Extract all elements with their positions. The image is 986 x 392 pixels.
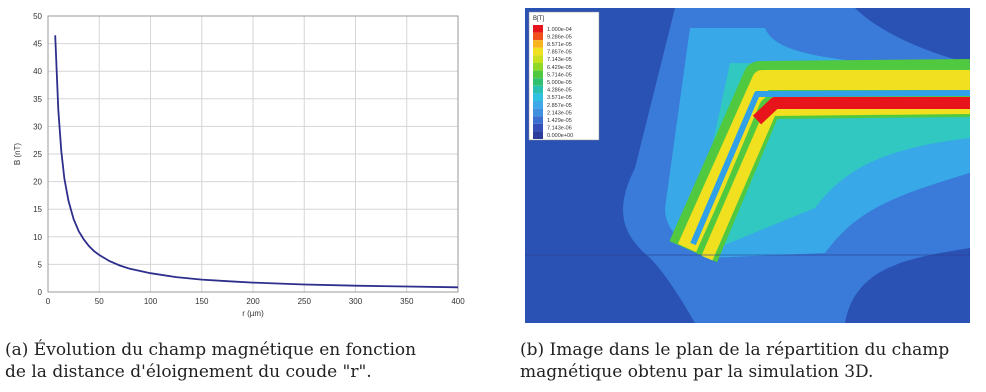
legend-swatch: [533, 123, 543, 132]
y-tick-label: 50: [33, 12, 42, 21]
y-tick-label: 45: [33, 40, 42, 49]
legend-swatch: [533, 55, 543, 63]
legend-swatch: [533, 85, 543, 94]
legend-value: 4.286e-05: [547, 88, 572, 94]
caption-b-line2: magnétique obtenu par la simulation 3D.: [520, 362, 874, 382]
x-tick-label: 350: [400, 297, 414, 306]
legend-value: 2.857e-05: [547, 103, 572, 109]
caption-a: (a) Évolution du champ magnétique en fon…: [5, 339, 475, 383]
x-tick-label: 400: [451, 297, 465, 306]
legend-value: 5.714e-05: [547, 72, 572, 78]
legend-swatch: [533, 25, 543, 33]
legend-header: B[T]: [533, 16, 544, 22]
conductor-gap: [690, 90, 971, 246]
legend-value: 7.857e-05: [547, 50, 572, 56]
y-tick-label: 15: [33, 205, 42, 214]
legend-value: 7.143e-05: [547, 57, 572, 63]
field-map-svg: B[T] 1.000e-049.286e-05 8.571e-05 7.857e-0…: [525, 8, 971, 323]
legend-swatch: [533, 131, 543, 139]
caption-a-line1: (a) Évolution du champ magnétique en fon…: [5, 340, 417, 360]
legend-swatch: [533, 101, 543, 109]
caption-b: (b) Image dans le plan de la répartition…: [520, 339, 986, 383]
chart-svg: 0 50 100 150 200 250 300 350 400 0 5 10 15 20 25 30 35 40…: [13, 12, 465, 318]
legend-value: 1.429e-05: [547, 118, 572, 124]
y-tick-label: 10: [33, 233, 42, 242]
y-axis-label: B (nT): [13, 143, 22, 166]
legend-swatch: [533, 40, 543, 48]
y-tick-label: 30: [33, 122, 42, 131]
caption-a-line2: de la distance d'éloignement du coude "r…: [5, 362, 372, 382]
legend-value: 0.000e+00: [547, 133, 573, 139]
legend-swatch: [533, 93, 543, 101]
legend-value: 1.000e-04: [547, 27, 572, 33]
series-line: [54, 35, 459, 289]
legend-value: 7.143e-06: [547, 126, 572, 132]
legend-value: 8.571e-05: [547, 42, 572, 48]
legend-value: 6.429e-05: [547, 65, 572, 71]
x-axis-label: r (µm): [242, 309, 264, 318]
legend-swatch: [533, 63, 543, 71]
simulation-field-map: B[T] 1.000e-04 9.286e-05 8.571e-05 7.857e-0…: [525, 8, 971, 323]
legend-value: 2.143e-05: [547, 110, 572, 116]
legend-value: 9.286e-05: [547, 34, 572, 40]
x-tick-label: 0: [46, 297, 51, 306]
y-tick-label: 35: [33, 95, 42, 104]
y-tick-label: 25: [33, 150, 42, 159]
x-tick-label: 250: [298, 297, 312, 306]
y-tick-label: 20: [33, 178, 42, 187]
x-tick-label: 150: [195, 297, 209, 306]
x-tick-label: 200: [246, 297, 260, 306]
field-vs-distance-chart: 0 50 100 150 200 250 300 350 400 0 5 10 15 20 25 30 35 40…: [0, 0, 475, 320]
legend-swatch: [533, 32, 543, 41]
x-tick-label: 100: [144, 297, 158, 306]
y-tick-label: 40: [33, 67, 42, 76]
field-hotspot-red: [752, 97, 970, 125]
x-tick-label: 50: [95, 297, 104, 306]
caption-b-line1: (b) Image dans le plan de la répartition…: [520, 340, 950, 360]
x-tick-label: 300: [349, 297, 363, 306]
y-tick-label: 5: [38, 260, 43, 269]
plot-frame: [47, 15, 459, 293]
legend-swatch: [533, 108, 543, 117]
legend-swatch: [533, 78, 543, 86]
y-tick-label: 0: [38, 288, 43, 297]
legend-swatch: [533, 116, 543, 124]
legend-value: 3.571e-05: [547, 95, 572, 101]
legend-swatch: [533, 70, 543, 79]
legend-value: 5.000e-05: [547, 80, 572, 86]
legend-swatch: [533, 47, 543, 56]
color-legend: B[T] 1.000e-049.286e-05 8.571e-05 7.857e-0…: [528, 11, 600, 141]
